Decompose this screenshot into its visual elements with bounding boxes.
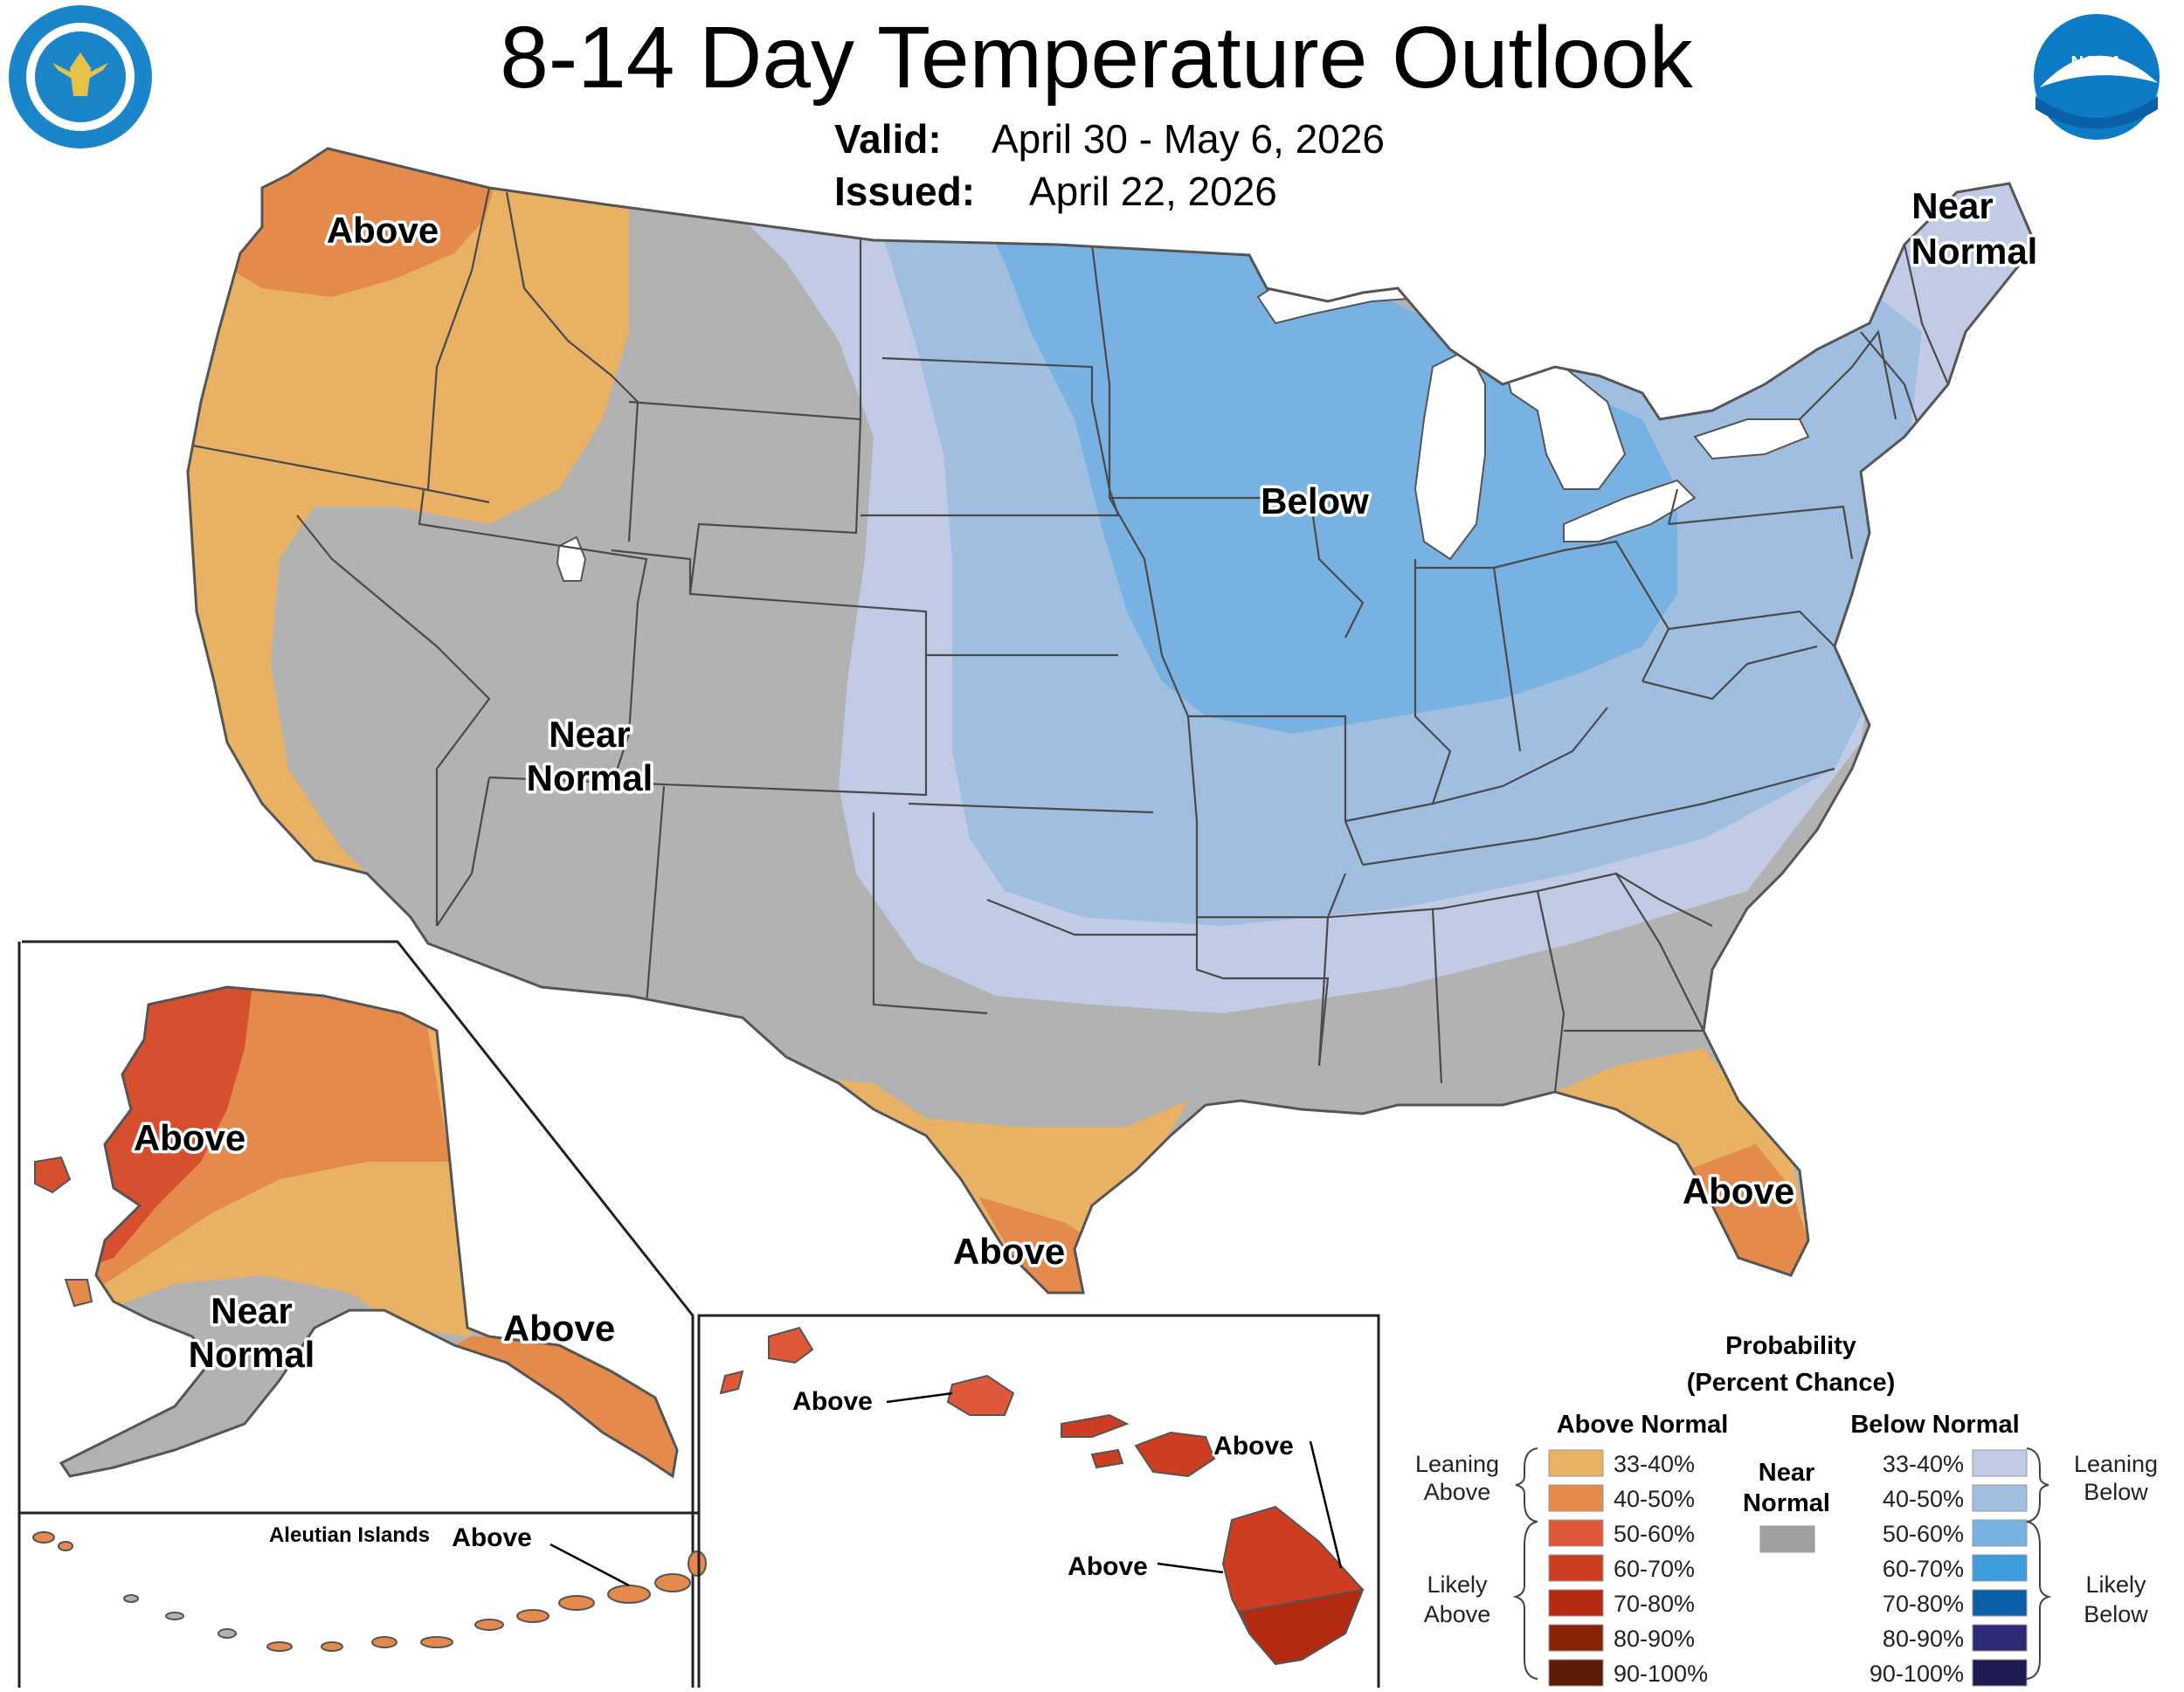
legend-above-range-6: 90-100% <box>1614 1661 1708 1687</box>
legend-below-header: Below Normal <box>1850 1411 2019 1439</box>
legend-above-swatch-3 <box>1548 1554 1604 1582</box>
legend-below-range-1: 40-50% <box>1883 1486 1964 1512</box>
legend-likely-above-2: Above <box>1424 1601 1491 1627</box>
legend-near-swatch <box>1759 1525 1815 1553</box>
legend-below-range-2: 50-60% <box>1883 1521 1964 1547</box>
noaa-logo-text: NOAA <box>2071 53 2123 73</box>
noaa-logo: NOAA <box>2034 14 2160 140</box>
legend-above-swatch-2 <box>1548 1519 1604 1547</box>
zone-above-west <box>188 148 629 917</box>
state-boundaries <box>191 187 1950 1093</box>
commerce-seal-logo <box>9 5 152 148</box>
valid-label: Valid: <box>834 116 942 162</box>
issued-label: Issued: <box>834 169 975 214</box>
label-ak-above-west: Above <box>134 1117 245 1158</box>
legend-leaning-above-2: Above <box>1424 1479 1491 1505</box>
legend-below-swatch-3 <box>1972 1554 2028 1582</box>
legend-below-swatch-6 <box>1972 1659 2028 1687</box>
zone-above-tx-40 <box>978 1197 1092 1293</box>
legend-title-2: (Percent Chance) <box>1687 1369 1896 1397</box>
label-ne-near: Near <box>1911 185 1993 226</box>
legend-below-range-0: 33-40% <box>1883 1451 1964 1477</box>
legend-below-swatch-0 <box>1972 1449 2028 1477</box>
legend-below-swatch-2 <box>1972 1519 2028 1547</box>
page-title: 8-14 Day Temperature Outlook <box>500 9 1694 107</box>
legend-below-range-4: 70-80% <box>1883 1591 1964 1617</box>
label-hi-above-big: Above <box>1068 1552 1148 1581</box>
legend-above-range-1: 40-50% <box>1614 1486 1695 1512</box>
legend-leaning-below-1: Leaning <box>2074 1451 2158 1477</box>
label-ak-near: Near <box>211 1290 292 1331</box>
legend-above-range-3: 60-70% <box>1614 1556 1695 1582</box>
legend-above-swatch-4 <box>1548 1589 1604 1617</box>
legend-above-swatch-1 <box>1548 1484 1604 1512</box>
legend-above-range-0: 33-40% <box>1614 1451 1695 1477</box>
legend-above-range-4: 70-80% <box>1614 1591 1695 1617</box>
label-ak-normal: Normal <box>189 1334 315 1375</box>
legend-likely-below-1: Likely <box>2085 1571 2146 1598</box>
legend: Probability (Percent Chance) Above Norma… <box>1415 1332 2158 1687</box>
label-west-normal: Normal <box>527 757 653 798</box>
label-texas-above: Above <box>953 1231 1065 1272</box>
conus-map <box>186 147 2037 1295</box>
label-ak-above-se: Above <box>503 1308 615 1349</box>
label-hi-above-oahu: Above <box>792 1387 873 1416</box>
label-aleutian-islands: Aleutian Islands <box>269 1523 430 1547</box>
lake-erie <box>1563 479 1697 542</box>
legend-above-header: Above Normal <box>1557 1411 1729 1439</box>
lake-ontario <box>1693 418 1810 460</box>
legend-above-swatches: 33-40% 40-50% 50-60% 60-70% 70-80% 80-90% 90-1… <box>1548 1449 1708 1687</box>
legend-below-swatch-1 <box>1972 1484 2028 1512</box>
legend-below-range-3: 60-70% <box>1883 1556 1964 1582</box>
legend-below-range-6: 90-100% <box>1870 1661 1964 1687</box>
legend-below-range-5: 80-90% <box>1883 1626 1964 1652</box>
legend-leaning-below-2: Below <box>2084 1479 2148 1505</box>
legend-title-1: Probability <box>1725 1332 1856 1360</box>
legend-above-swatch-6 <box>1548 1659 1604 1687</box>
legend-near-2: Normal <box>1743 1489 1830 1517</box>
issued-value: April 22, 2026 <box>1029 169 1277 214</box>
zone-above-fl-40 <box>1686 1144 1808 1275</box>
legend-above-swatch-5 <box>1548 1624 1604 1652</box>
legend-below-swatches: 33-40% 40-50% 50-60% 60-70% 70-80% 80-90% 90-1… <box>1870 1449 2028 1687</box>
label-aleutian-above: Above <box>452 1523 532 1552</box>
legend-likely-below-2: Below <box>2084 1601 2148 1627</box>
legend-near-1: Near <box>1759 1459 1815 1487</box>
lake-huron <box>1501 356 1627 490</box>
label-west-above: Above <box>327 210 439 251</box>
hawaii-inset <box>697 1314 1380 1692</box>
aleutian-islands <box>32 1531 707 1652</box>
label-central-below: Below <box>1261 480 1369 521</box>
legend-above-range-5: 80-90% <box>1614 1626 1695 1652</box>
label-hi-above-maui: Above <box>1213 1432 1294 1461</box>
label-ne-normal: Normal <box>1911 231 2038 272</box>
label-florida-above: Above <box>1683 1171 1794 1212</box>
label-west-near: Near <box>549 714 630 755</box>
legend-leaning-above-1: Leaning <box>1415 1451 1499 1477</box>
legend-likely-above-1: Likely <box>1427 1571 1488 1598</box>
valid-value: April 30 - May 6, 2026 <box>992 116 1385 162</box>
legend-below-swatch-5 <box>1972 1624 2028 1652</box>
legend-above-swatch-0 <box>1548 1449 1604 1477</box>
legend-above-range-2: 50-60% <box>1614 1521 1695 1547</box>
legend-below-swatch-4 <box>1972 1589 2028 1617</box>
